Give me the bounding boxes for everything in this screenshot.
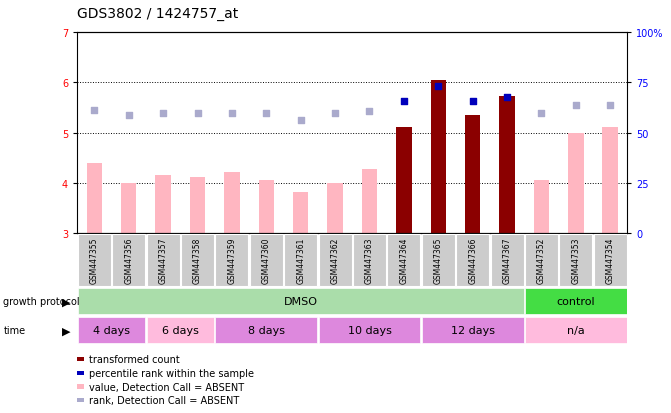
Text: GDS3802 / 1424757_at: GDS3802 / 1424757_at (77, 7, 238, 21)
Point (295, 117, 306, 124)
Text: GSM447359: GSM447359 (227, 237, 236, 283)
Bar (112, 235, 145, 286)
Bar (285, 235, 317, 286)
Text: GSM447365: GSM447365 (433, 237, 443, 283)
Point (570, 102, 581, 109)
Point (467, 99, 478, 105)
Bar (353, 235, 386, 286)
Bar (87, 163, 102, 233)
Bar (156, 176, 171, 233)
Bar (431, 81, 446, 233)
Bar (533, 181, 549, 233)
Bar (78, 288, 523, 315)
Bar (422, 235, 455, 286)
Text: GSM447361: GSM447361 (296, 237, 305, 283)
Text: DMSO: DMSO (284, 297, 317, 306)
Bar (147, 235, 180, 286)
Bar (568, 133, 584, 233)
Point (399, 99, 409, 105)
Text: 8 days: 8 days (248, 325, 285, 335)
Point (605, 102, 615, 109)
Bar (190, 177, 205, 233)
Text: GSM447360: GSM447360 (262, 237, 271, 283)
Text: value, Detection Call = ABSENT: value, Detection Call = ABSENT (89, 382, 244, 392)
Point (433, 84, 444, 90)
Point (502, 95, 513, 102)
Text: time: time (3, 325, 25, 335)
Bar (525, 317, 627, 344)
Bar (78, 317, 145, 344)
Bar (396, 128, 411, 233)
Bar (181, 235, 214, 286)
Bar (525, 288, 627, 315)
Point (329, 111, 340, 117)
Bar (147, 317, 214, 344)
Text: 12 days: 12 days (451, 325, 495, 335)
Bar (387, 235, 420, 286)
Text: growth protocol: growth protocol (3, 297, 80, 306)
Bar (456, 235, 489, 286)
Point (89, 107, 100, 114)
Text: GSM447367: GSM447367 (503, 237, 511, 283)
Text: GSM447358: GSM447358 (193, 237, 202, 283)
Point (227, 111, 238, 117)
Text: transformed count: transformed count (89, 354, 180, 364)
Bar (560, 235, 592, 286)
Bar (258, 181, 274, 233)
Bar (78, 235, 111, 286)
Text: ▶: ▶ (62, 297, 70, 306)
Point (192, 111, 203, 117)
Text: control: control (556, 297, 595, 306)
Point (261, 111, 272, 117)
Text: percentile rank within the sample: percentile rank within the sample (89, 368, 254, 378)
Text: GSM447353: GSM447353 (571, 237, 580, 283)
Text: 4 days: 4 days (93, 325, 130, 335)
Text: 10 days: 10 days (348, 325, 391, 335)
Text: rank, Detection Call = ABSENT: rank, Detection Call = ABSENT (89, 395, 240, 405)
Bar (215, 317, 317, 344)
Bar (603, 128, 618, 233)
Text: GSM447362: GSM447362 (331, 237, 340, 283)
Bar (327, 183, 343, 233)
Bar (319, 317, 420, 344)
Bar (499, 97, 515, 233)
Text: GSM447366: GSM447366 (468, 237, 477, 283)
Text: GSM447354: GSM447354 (606, 237, 615, 283)
Text: GSM447364: GSM447364 (399, 237, 409, 283)
Point (364, 108, 375, 115)
Text: GSM447352: GSM447352 (537, 237, 546, 283)
Text: ▶: ▶ (62, 325, 70, 335)
Text: GSM447356: GSM447356 (124, 237, 134, 283)
Bar (319, 235, 352, 286)
Bar (224, 172, 240, 233)
Bar (422, 317, 523, 344)
Bar (362, 169, 377, 233)
Point (158, 111, 168, 117)
Bar (594, 235, 627, 286)
Bar (121, 183, 136, 233)
Text: GSM447363: GSM447363 (365, 237, 374, 283)
Bar (465, 116, 480, 233)
Text: GSM447355: GSM447355 (90, 237, 99, 283)
Bar (491, 235, 523, 286)
Point (123, 112, 134, 119)
Point (536, 111, 547, 117)
Text: GSM447357: GSM447357 (158, 237, 168, 283)
Bar (215, 235, 248, 286)
Bar (250, 235, 282, 286)
Bar (293, 192, 309, 233)
Bar (525, 235, 558, 286)
Text: 6 days: 6 days (162, 325, 199, 335)
Text: n/a: n/a (567, 325, 584, 335)
